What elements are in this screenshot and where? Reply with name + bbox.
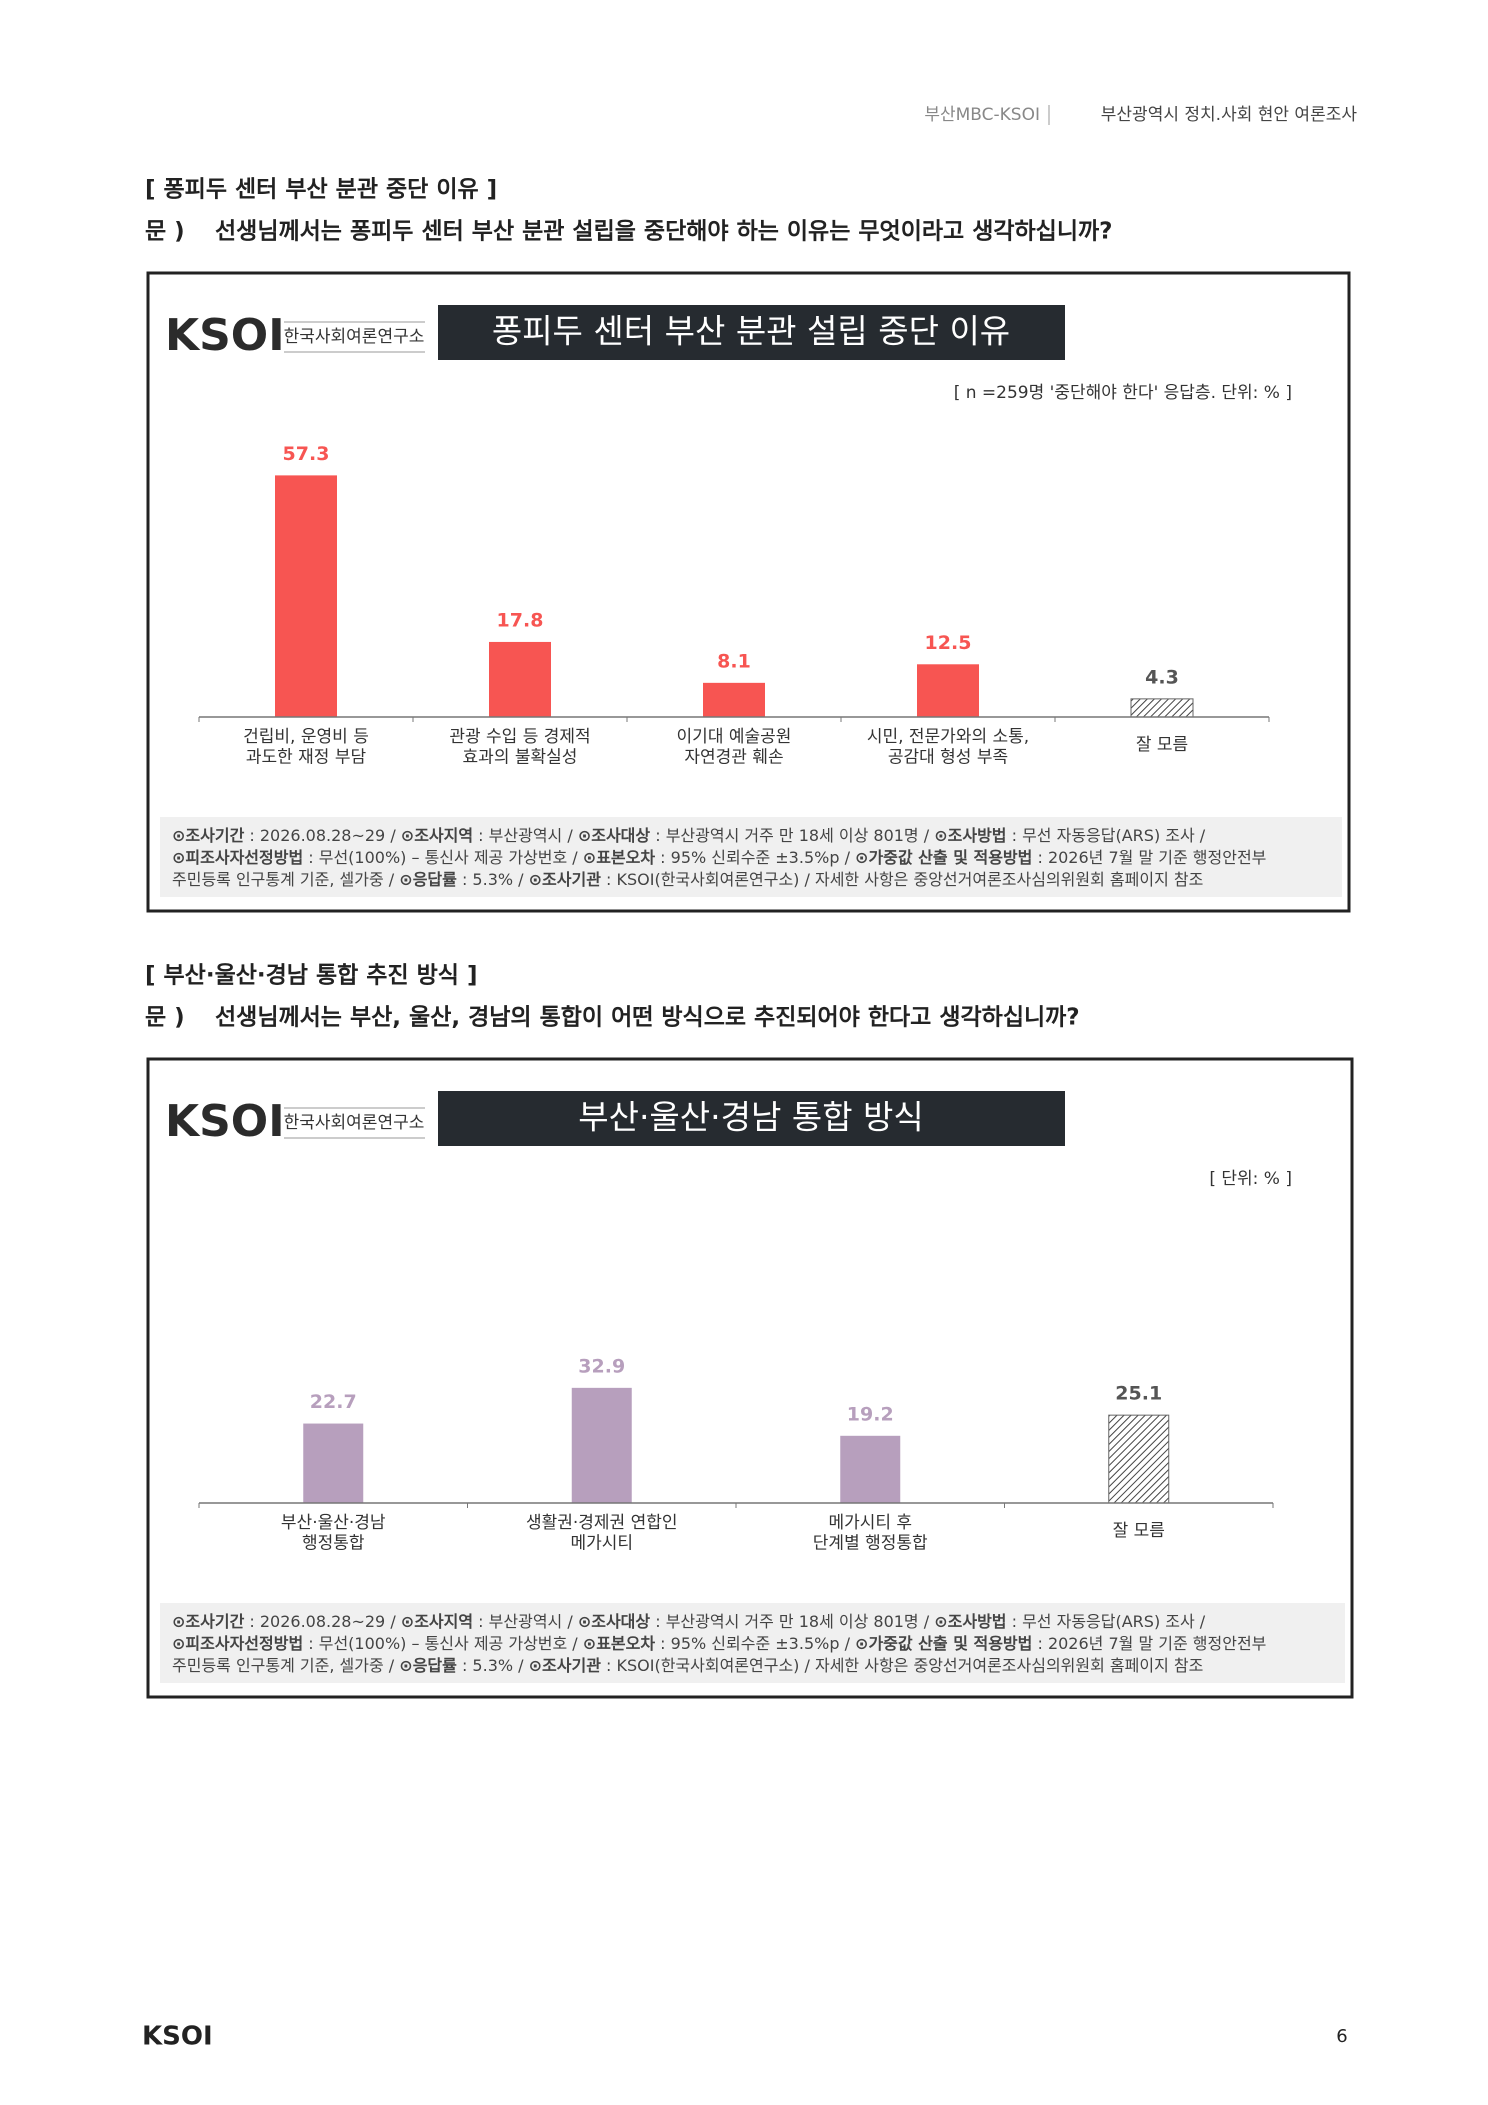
footnote-segment: ⊙표본오차 (583, 848, 656, 867)
footnote-segment: ⊙응답률 (399, 870, 457, 889)
category-label: 건립비, 운영비 등 과도한 재정 부담 (243, 727, 369, 767)
chart-title: 부산·울산·경남 통합 방식 (578, 1098, 924, 1137)
chart-frame (146, 271, 1351, 913)
category-label: 관광 수입 등 경제적 효과의 불확실성 (449, 727, 590, 767)
bar (703, 682, 765, 717)
question: 선생님께서는 퐁피두 센터 부산 분관 설립을 중단해야 하는 이유는 무엇이라… (215, 219, 1113, 245)
value-label: 12.5 (925, 632, 972, 654)
footnote-line: ⊙피조사자선정방법 : 무선(100%) – 통신사 제공 가상번호 / ⊙표본… (172, 848, 1266, 867)
footnote-segment: : 95% 신뢰수준 ±3.5%p / (655, 1634, 855, 1653)
value-label: 25.1 (1115, 1383, 1162, 1405)
section-heading: [ 퐁피두 센터 부산 분관 중단 이유 ] (145, 177, 497, 203)
question: 선생님께서는 부산, 울산, 경남의 통합이 어떤 방식으로 추진되어야 한다고… (215, 1005, 1080, 1031)
category-label: 시민, 전문가와의 소통, 공감대 형성 부족 (867, 727, 1029, 767)
category-label: 이기대 예술공원 자연경관 훼손 (677, 727, 792, 767)
footnote-segment: ⊙조사기간 (172, 1612, 245, 1631)
footnote-segment: ⊙조사지역 (401, 1612, 473, 1631)
chart-frame (146, 1057, 1354, 1699)
footnote-segment: : 2026년 7월 말 기준 행정안전부 (1032, 848, 1266, 867)
logo-name: 한국사회여론연구소 (284, 1113, 425, 1133)
footnote-segment: : 95% 신뢰수준 ±3.5%p / (655, 848, 855, 867)
footnote-segment: : 무선(100%) – 통신사 제공 가상번호 / (303, 1634, 583, 1653)
footnote-segment: 주민등록 인구통계 기준, 셀가중 / (172, 870, 399, 889)
footnote-segment: ⊙조사기관 (529, 870, 602, 889)
footer-logo: KSOI (142, 2022, 213, 2052)
footnote-segment: 주민등록 인구통계 기준, 셀가중 / (172, 1656, 399, 1675)
footnote-box (160, 817, 1342, 897)
footnote-segment: : KSOI(한국사회여론연구소) / 자세한 사항은 중앙선거여론조사심의위원… (601, 1656, 1203, 1675)
chart-note: [ n =259명 '중단해야 한다' 응답층. 단위: % ] (954, 383, 1292, 403)
footnote-segment: : 부산광역시 / (473, 826, 578, 845)
footnote-segment: ⊙조사방법 (934, 1612, 1006, 1631)
footnote-segment: ⊙조사기간 (172, 826, 245, 845)
footnote-line: 주민등록 인구통계 기준, 셀가중 / ⊙응답률 : 5.3% / ⊙조사기관 … (172, 1656, 1203, 1675)
question-prefix: 문 ) (145, 219, 185, 245)
bar (275, 475, 337, 717)
bar (917, 664, 979, 717)
footnote-segment: ⊙조사지역 (401, 826, 473, 845)
footnote-segment: : 부산광역시 거주 만 18세 이상 801명 / (650, 826, 934, 845)
footnote-box (160, 1603, 1345, 1683)
footnote-line: ⊙피조사자선정방법 : 무선(100%) – 통신사 제공 가상번호 / ⊙표본… (172, 1634, 1266, 1653)
category-label: 메가시티 후 단계별 행정통합 (813, 1513, 928, 1553)
footnote-line: ⊙조사기간 : 2026.08.28~29 / ⊙조사지역 : 부산광역시 / … (172, 1612, 1206, 1631)
value-label: 4.3 (1145, 666, 1179, 688)
value-label: 19.2 (847, 1403, 894, 1425)
logo-mark: KSOI (165, 310, 285, 361)
question-prefix: 문 ) (145, 1005, 185, 1031)
footnote-segment: : 2026년 7월 말 기준 행정안전부 (1032, 1634, 1266, 1653)
footnote-segment: : 무선 자동응답(ARS) 조사 / (1007, 826, 1206, 845)
footnote-segment: ⊙피조사자선정방법 (172, 848, 303, 867)
value-label: 8.1 (717, 650, 751, 672)
footnote-segment: ⊙조사방법 (934, 826, 1006, 845)
footnote-segment: : KSOI(한국사회여론연구소) / 자세한 사항은 중앙선거여론조사심의위원… (601, 870, 1203, 889)
footnote-segment: ⊙표본오차 (583, 1634, 656, 1653)
bar (303, 1423, 364, 1503)
category-label: 부산·울산·경남 행정통합 (281, 1513, 386, 1553)
footnote-segment: ⊙가중값 산출 및 적용방법 (855, 848, 1032, 867)
footnote-segment: : 부산광역시 거주 만 18세 이상 801명 / (650, 1612, 934, 1631)
bar (1108, 1414, 1170, 1504)
category-label: 잘 모름 (1136, 735, 1188, 755)
title-bar (438, 305, 1065, 360)
footnote-segment: : 무선(100%) – 통신사 제공 가상번호 / (303, 848, 583, 867)
chart-note: [ 단위: % ] (1209, 1169, 1292, 1189)
logo-name: 한국사회여론연구소 (284, 327, 425, 347)
footnote-segment: : 2026.08.28~29 / (244, 826, 401, 845)
footnote-line: ⊙조사기간 : 2026.08.28~29 / ⊙조사지역 : 부산광역시 / … (172, 826, 1206, 845)
footnote-segment: ⊙가중값 산출 및 적용방법 (855, 1634, 1032, 1653)
section-heading: [ 부산·울산·경남 통합 추진 방식 ] (145, 963, 477, 989)
bar (840, 1435, 901, 1503)
footnote-segment: ⊙조사대상 (578, 826, 651, 845)
value-label: 17.8 (497, 609, 544, 631)
value-label: 32.9 (578, 1355, 625, 1377)
category-label: 잘 모름 (1113, 1521, 1165, 1541)
footnote-segment: : 2026.08.28~29 / (244, 1612, 401, 1631)
footnote-segment: : 5.3% / (457, 1656, 529, 1675)
value-label: 22.7 (310, 1391, 357, 1413)
bar (1130, 698, 1194, 718)
footnote-segment: : 5.3% / (457, 870, 529, 889)
title-bar (438, 1091, 1065, 1146)
bar (489, 641, 551, 717)
logo-mark: KSOI (165, 1096, 285, 1147)
footnote-segment: ⊙피조사자선정방법 (172, 1634, 303, 1653)
footnote-segment: : 무선 자동응답(ARS) 조사 / (1007, 1612, 1206, 1631)
value-label: 57.3 (283, 443, 330, 465)
footnote-segment: ⊙응답률 (399, 1656, 457, 1675)
footnote-segment: : 부산광역시 / (473, 1612, 578, 1631)
bar (571, 1387, 632, 1503)
footnote-line: 주민등록 인구통계 기준, 셀가중 / ⊙응답률 : 5.3% / ⊙조사기관 … (172, 870, 1203, 889)
header-right: 부산광역시 정치.사회 현안 여론조사 (1101, 105, 1358, 125)
header-left: 부산MBC-KSOI (924, 105, 1040, 125)
footnote-segment: ⊙조사기관 (529, 1656, 602, 1675)
category-label: 생활권·경제권 연합인 메가시티 (526, 1513, 678, 1553)
chart-title: 퐁피두 센터 부산 분관 설립 중단 이유 (492, 312, 1010, 351)
footnote-segment: ⊙조사대상 (578, 1612, 651, 1631)
page-number: 6 (1336, 2026, 1347, 2047)
